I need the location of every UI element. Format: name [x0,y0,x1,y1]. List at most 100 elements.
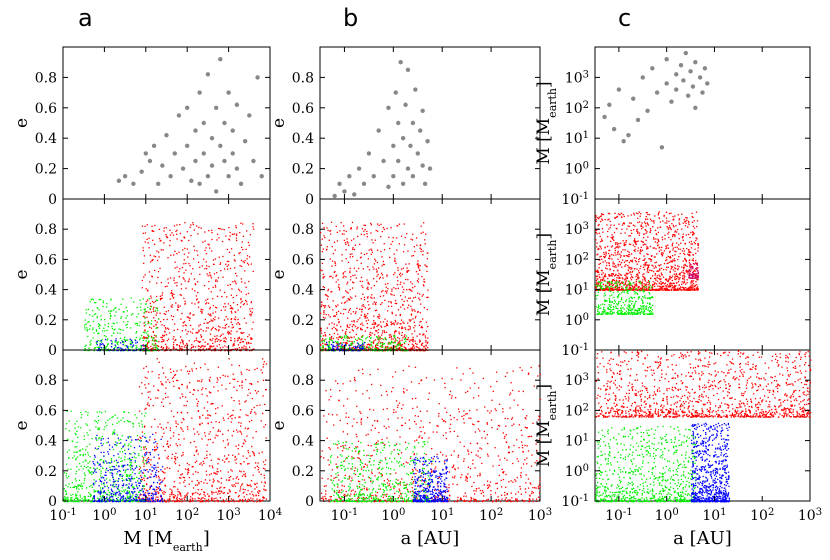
red-point [197,497,199,499]
red-point [469,442,472,445]
red-point [387,310,389,312]
red-point [255,431,257,433]
red-point [207,439,210,441]
red-point [211,465,213,467]
blue-point [132,491,134,493]
red-point [466,499,468,502]
x-tick-label: 101 [134,507,158,525]
green-point [143,432,146,435]
red-point [414,325,416,327]
red-point [340,221,342,224]
red-point [162,249,164,251]
green-point [65,422,68,425]
red-point [173,500,176,503]
red-point [169,493,171,496]
red-point [199,417,201,419]
red-point [156,443,158,445]
blue-point [147,441,149,443]
red-point [166,339,169,342]
red-point [239,499,242,502]
red-point [409,349,411,352]
red-point [212,259,215,261]
red-point [213,386,215,388]
red-point [168,338,170,340]
red-point [396,323,398,325]
red-point [183,259,185,261]
red-point [181,383,183,386]
red-point [164,330,166,332]
red-point [148,451,150,454]
red-point [414,342,417,345]
green-point [121,465,123,467]
red-point [397,348,399,350]
red-point [145,460,148,462]
green-point [110,457,113,460]
data-points [320,365,542,503]
green-point [336,341,338,344]
red-point [192,473,194,475]
red-point [211,320,213,322]
green-point [67,500,70,503]
red-point [144,241,146,243]
blue-point [110,488,113,490]
red-point [373,315,375,317]
red-point [164,484,166,486]
green-point [365,337,367,340]
green-point [403,338,406,340]
green-point [95,426,97,428]
red-point [244,270,246,272]
red-point [248,388,250,391]
blue-point [92,461,94,463]
red-point [238,403,241,405]
green-point [78,500,80,503]
green-point [127,437,130,439]
red-point [384,299,386,302]
red-point [215,280,217,282]
red-point [180,412,183,414]
green-point [89,456,91,458]
observed-point [143,151,148,156]
red-point [423,333,425,335]
red-point [216,338,218,340]
red-point [368,249,370,251]
blue-point [154,493,156,495]
red-point [361,228,364,230]
green-point [73,498,76,501]
red-point [194,461,197,464]
red-point [371,332,373,334]
green-point [100,318,102,321]
red-point [165,347,168,350]
red-point [513,399,515,401]
green-point [134,323,136,325]
red-point [205,302,208,304]
red-point [406,270,408,272]
red-point [198,497,200,500]
green-point [391,340,393,343]
red-point [169,277,172,279]
red-point [424,335,427,337]
y-tick-label: 0.2 [292,313,314,329]
red-point [364,330,366,332]
red-point [384,325,386,328]
red-point [373,285,375,287]
blue-point [94,468,96,470]
green-point [128,495,130,497]
blue-point [362,343,364,345]
green-point [73,455,75,457]
red-point [388,334,391,336]
observed-point [381,158,386,164]
red-point [345,276,347,278]
red-point [159,240,161,242]
red-point [436,483,438,485]
red-point [363,349,365,352]
green-point [97,462,99,465]
red-point [195,337,198,339]
blue-point [94,456,96,458]
red-point [236,294,238,297]
red-point [201,500,203,503]
red-point [192,465,194,468]
red-point [368,283,370,285]
red-point [409,320,411,322]
red-point [399,283,401,285]
green-point [395,345,398,347]
